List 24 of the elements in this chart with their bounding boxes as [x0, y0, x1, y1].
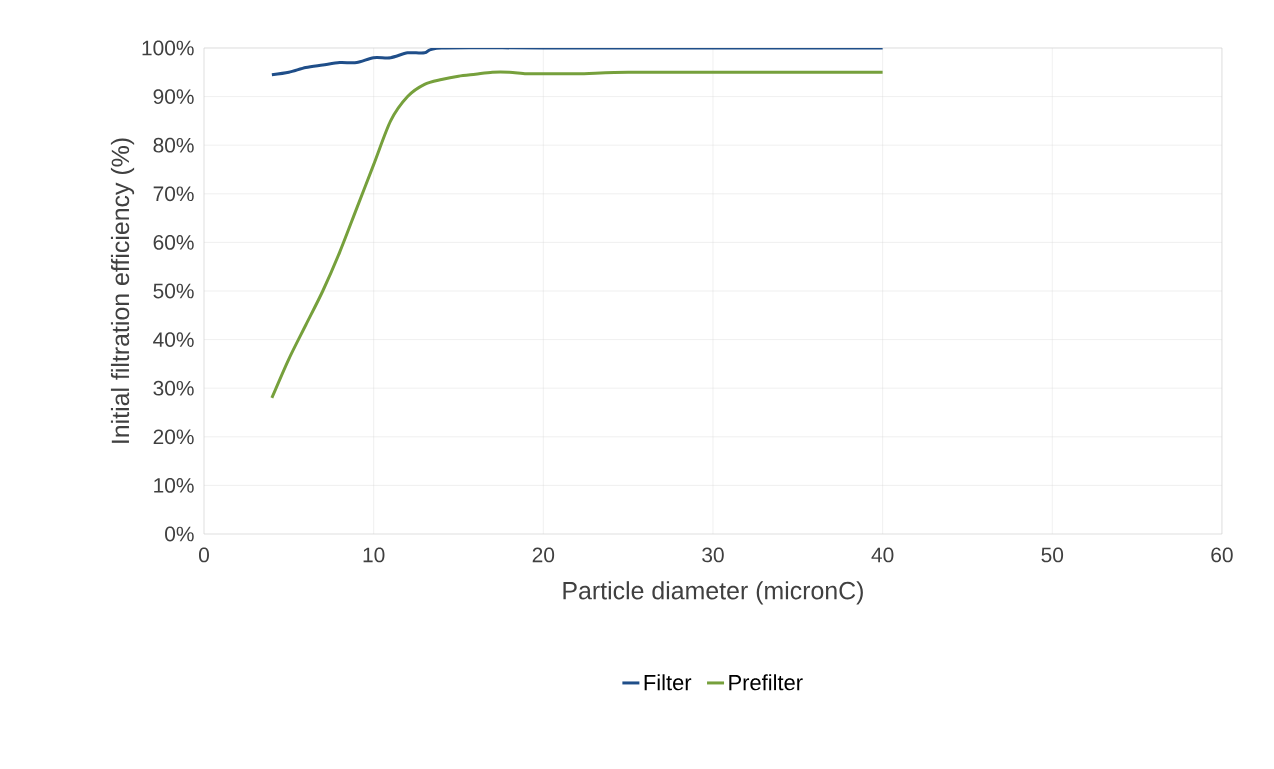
x-tick-label: 40	[871, 547, 894, 563]
x-tick-label: 50	[1041, 547, 1064, 563]
y-tick-label: 20%	[153, 429, 194, 445]
y-tick-label: 40%	[153, 332, 194, 347]
x-tick-label: 0	[199, 547, 209, 563]
y-tick-label: 70%	[153, 186, 194, 202]
line-series	[270, 70, 885, 400]
x-tick-label: 30	[702, 547, 724, 563]
line-series	[270, 47, 885, 77]
x-axis-title: Particle diameter (micronC)	[563, 581, 863, 605]
y-axis-title: Initial filtration efficiency (%)	[110, 138, 135, 443]
legend-label: Filter	[644, 674, 692, 691]
y-tick-label: 0%	[165, 526, 194, 542]
x-tick-label: 60	[1211, 547, 1233, 563]
y-tick-label: 100%	[142, 40, 194, 56]
y-tick-label: 10%	[154, 477, 194, 493]
y-tick-label: 80%	[153, 137, 194, 153]
y-tick-label: 50%	[153, 283, 194, 299]
y-tick-label: 30%	[153, 380, 194, 396]
y-tick-label: 90%	[153, 89, 194, 104]
x-tick-label: 10	[363, 547, 385, 563]
legend-label: Prefilter	[729, 674, 803, 691]
y-tick-label: 60%	[153, 234, 194, 250]
x-tick-label: 20	[532, 547, 555, 563]
